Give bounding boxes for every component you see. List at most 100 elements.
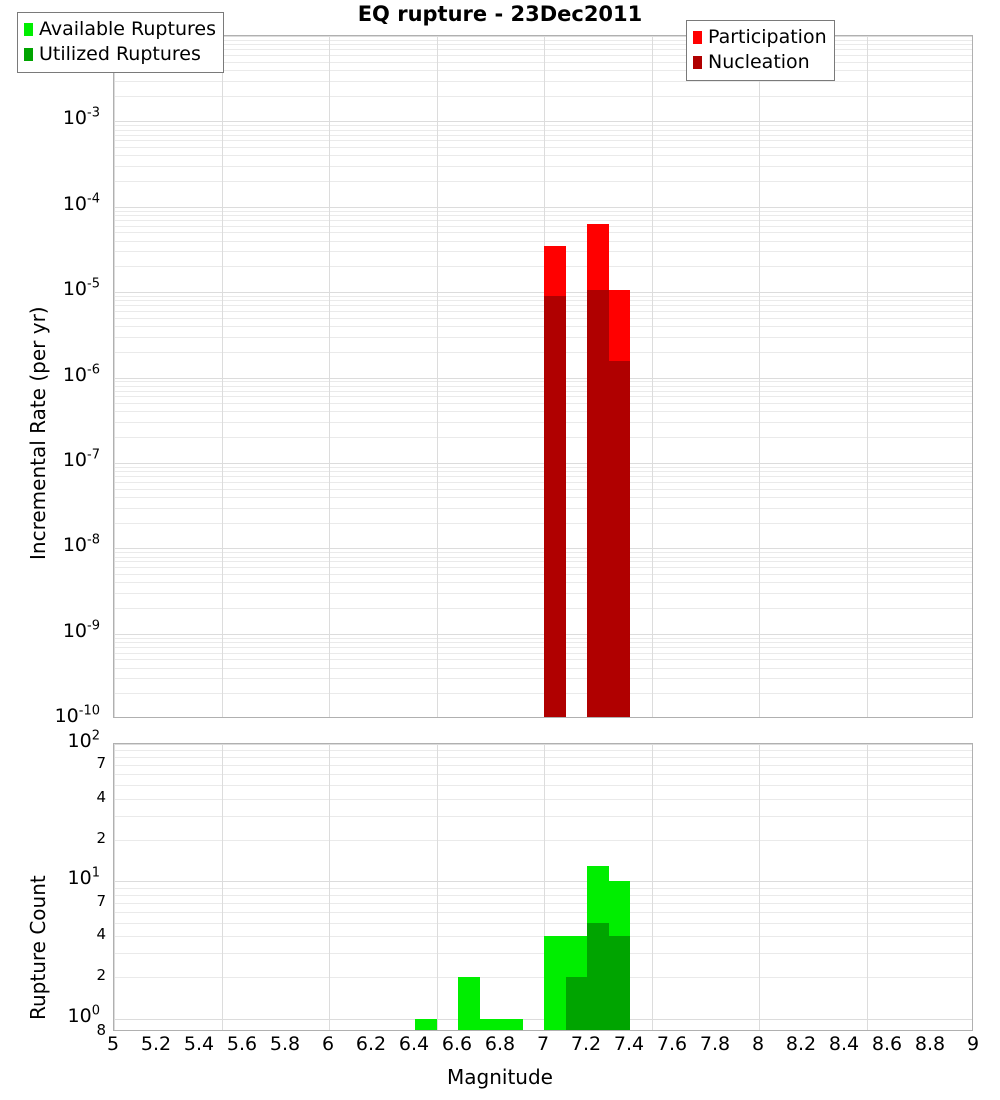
gridline bbox=[114, 36, 115, 717]
bar-nucleation-7 bbox=[544, 296, 566, 717]
gridline bbox=[114, 381, 972, 383]
x-tick-label: 9 bbox=[966, 1033, 980, 1055]
gridline bbox=[114, 377, 972, 379]
legend-label-participation: Participation bbox=[708, 26, 827, 48]
gridline bbox=[114, 292, 972, 294]
y-tick-label-minor: 2 bbox=[96, 829, 106, 847]
gridline bbox=[114, 641, 972, 643]
bar-available-ruptures-6.4 bbox=[415, 1018, 437, 1030]
y-tick-label: 10-10 bbox=[54, 703, 100, 727]
top-plot-area bbox=[114, 36, 972, 717]
gridline bbox=[329, 36, 330, 717]
gridline bbox=[114, 911, 972, 913]
gridline bbox=[114, 936, 972, 937]
gridline bbox=[114, 750, 972, 752]
x-tick-label: 6.4 bbox=[398, 1033, 430, 1055]
gridline bbox=[114, 902, 972, 904]
gridline bbox=[114, 129, 972, 131]
gridline bbox=[114, 678, 972, 680]
gridline bbox=[114, 1018, 972, 1020]
x-tick-label: 5.2 bbox=[140, 1033, 172, 1055]
gridline bbox=[114, 396, 972, 398]
gridline bbox=[114, 887, 972, 889]
gridline bbox=[114, 134, 972, 136]
y-tick-label-minor: 4 bbox=[96, 925, 106, 943]
gridline bbox=[114, 607, 972, 609]
gridline bbox=[114, 507, 972, 509]
gridline bbox=[114, 266, 972, 268]
x-axis-label: Magnitude bbox=[447, 1065, 553, 1089]
gridline bbox=[114, 39, 972, 41]
gridline bbox=[651, 36, 653, 717]
gridline bbox=[114, 300, 972, 302]
utilized-ruptures-swatch-icon bbox=[24, 48, 33, 61]
bar-nucleation-7.3 bbox=[608, 361, 630, 717]
y-tick-label: 100 bbox=[67, 1003, 100, 1027]
gridline bbox=[114, 181, 972, 183]
bottom-y-axis-label: Rupture Count bbox=[26, 875, 50, 1020]
gridline bbox=[436, 744, 438, 1030]
gridline bbox=[114, 522, 972, 524]
legend-label-available-ruptures: Available Ruptures bbox=[39, 18, 216, 40]
gridline bbox=[114, 744, 115, 1030]
bar-available-ruptures-6.8 bbox=[501, 1018, 523, 1030]
gridline bbox=[866, 36, 868, 717]
x-tick-label: 6.6 bbox=[441, 1033, 473, 1055]
gridline bbox=[114, 633, 972, 635]
gridline bbox=[114, 69, 972, 71]
y-tick-label: 10-6 bbox=[62, 362, 100, 386]
bottom-plot-area bbox=[114, 744, 972, 1030]
gridline bbox=[114, 592, 972, 594]
gridline bbox=[114, 61, 972, 63]
legend-label-utilized-ruptures: Utilized Ruptures bbox=[39, 43, 201, 65]
x-tick-label: 5.8 bbox=[269, 1033, 301, 1055]
legend-item-participation: Participation bbox=[693, 25, 827, 50]
gridline bbox=[114, 693, 972, 695]
gridline bbox=[114, 296, 972, 298]
gridline bbox=[114, 646, 972, 648]
gridline bbox=[114, 155, 972, 157]
gridline bbox=[114, 125, 972, 127]
gridline bbox=[114, 840, 972, 841]
x-tick-label: 6.2 bbox=[355, 1033, 387, 1055]
gridline bbox=[114, 476, 972, 478]
gridline bbox=[114, 765, 972, 767]
bar-nucleation-7.2 bbox=[587, 290, 609, 717]
available-ruptures-swatch-icon bbox=[24, 23, 33, 36]
x-tick-label: 8.8 bbox=[914, 1033, 946, 1055]
gridline bbox=[114, 166, 972, 168]
gridline bbox=[114, 390, 972, 392]
gridline bbox=[114, 466, 972, 468]
gridline bbox=[114, 471, 972, 473]
gridline bbox=[114, 44, 972, 46]
gridline bbox=[114, 582, 972, 584]
gridline bbox=[114, 977, 972, 979]
gridline bbox=[651, 744, 653, 1030]
y-tick-label: 10-5 bbox=[62, 276, 100, 301]
gridline bbox=[114, 437, 972, 439]
bar-utilized-ruptures-7.3 bbox=[608, 936, 630, 1030]
gridline bbox=[114, 659, 972, 661]
y-tick-label-minor: 7 bbox=[96, 891, 106, 910]
legend-item-nucleation: Nucleation bbox=[693, 50, 827, 75]
gridline bbox=[114, 894, 972, 896]
gridline bbox=[114, 561, 972, 563]
x-tick-label: 8.4 bbox=[828, 1033, 860, 1055]
gridline bbox=[114, 80, 972, 82]
x-tick-label: 5.4 bbox=[183, 1033, 215, 1055]
gridline bbox=[114, 206, 972, 208]
y-tick-label: 10-7 bbox=[62, 447, 100, 471]
bar-available-ruptures-6.6 bbox=[458, 977, 480, 1030]
gridline bbox=[114, 336, 972, 338]
x-tick-label: 7.6 bbox=[656, 1033, 688, 1055]
y-tick-label-minor: 8 bbox=[96, 1021, 106, 1039]
gridline bbox=[114, 556, 972, 558]
x-tick-label: 7.2 bbox=[570, 1033, 602, 1055]
bar-utilized-ruptures-7.1 bbox=[565, 977, 587, 1030]
y-tick-label: 102 bbox=[67, 728, 100, 752]
gridline bbox=[114, 785, 972, 787]
gridline bbox=[114, 567, 972, 569]
y-tick-label: 10-9 bbox=[62, 618, 100, 642]
legend-label-nucleation: Nucleation bbox=[708, 51, 810, 73]
